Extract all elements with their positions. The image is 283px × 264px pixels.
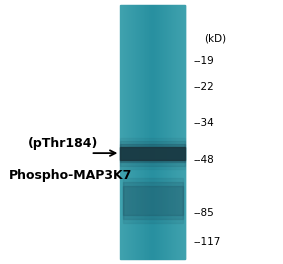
Bar <box>123 178 183 223</box>
Bar <box>145 5 146 259</box>
Text: Phospho-MAP3K7: Phospho-MAP3K7 <box>8 169 132 182</box>
Bar <box>164 5 165 259</box>
Bar <box>140 5 141 259</box>
Bar <box>169 5 170 259</box>
Bar <box>129 5 130 259</box>
Bar <box>121 5 122 259</box>
Bar <box>123 5 124 259</box>
Text: --34: --34 <box>194 118 215 128</box>
Bar <box>126 5 127 259</box>
Bar <box>183 5 184 259</box>
Bar <box>148 5 149 259</box>
Bar <box>182 5 183 259</box>
Bar <box>120 138 185 169</box>
Text: --48: --48 <box>194 155 215 165</box>
Bar <box>176 5 177 259</box>
Bar <box>144 5 145 259</box>
Bar <box>146 5 147 259</box>
Bar <box>122 5 123 259</box>
Bar <box>136 5 137 259</box>
Bar <box>163 5 164 259</box>
Bar <box>154 5 155 259</box>
Bar <box>168 5 169 259</box>
Bar <box>179 5 180 259</box>
Bar <box>166 5 167 259</box>
Bar <box>124 5 125 259</box>
Bar <box>125 5 126 259</box>
Bar <box>128 5 129 259</box>
Bar <box>141 5 142 259</box>
Bar <box>142 5 143 259</box>
Bar <box>174 5 175 259</box>
Bar <box>149 5 150 259</box>
Bar <box>165 5 166 259</box>
Bar <box>130 5 131 259</box>
Bar <box>150 5 151 259</box>
Bar <box>173 5 174 259</box>
Bar <box>127 5 128 259</box>
Text: --85: --85 <box>194 208 215 218</box>
Bar <box>157 5 158 259</box>
Bar <box>159 5 160 259</box>
Bar <box>155 5 156 259</box>
Bar <box>123 186 183 215</box>
Bar <box>162 5 163 259</box>
Bar <box>172 5 173 259</box>
Bar <box>120 141 185 166</box>
Bar <box>120 5 121 259</box>
Bar <box>161 5 162 259</box>
Text: --19: --19 <box>194 56 215 66</box>
Bar <box>152 5 153 259</box>
Text: --117: --117 <box>194 237 221 247</box>
Bar <box>132 5 133 259</box>
Bar <box>135 5 136 259</box>
Bar <box>181 5 182 259</box>
Bar <box>137 5 138 259</box>
Bar <box>177 5 178 259</box>
Bar <box>120 147 185 160</box>
Bar <box>167 5 168 259</box>
Bar <box>133 5 134 259</box>
Bar <box>131 5 132 259</box>
Bar <box>143 5 144 259</box>
Text: (pThr184): (pThr184) <box>28 137 99 150</box>
Bar <box>153 5 154 259</box>
Bar <box>160 5 161 259</box>
Bar <box>139 5 140 259</box>
Bar <box>120 144 185 162</box>
Text: (kD): (kD) <box>204 33 226 43</box>
Bar <box>134 5 135 259</box>
Bar <box>151 5 152 259</box>
Bar <box>138 5 139 259</box>
Bar <box>156 5 157 259</box>
Bar <box>147 5 148 259</box>
Bar <box>171 5 172 259</box>
Bar <box>175 5 176 259</box>
Bar <box>178 5 179 259</box>
Bar <box>123 182 183 219</box>
Bar <box>158 5 159 259</box>
Bar <box>184 5 185 259</box>
Bar <box>170 5 171 259</box>
Bar <box>180 5 181 259</box>
Text: --22: --22 <box>194 82 215 92</box>
